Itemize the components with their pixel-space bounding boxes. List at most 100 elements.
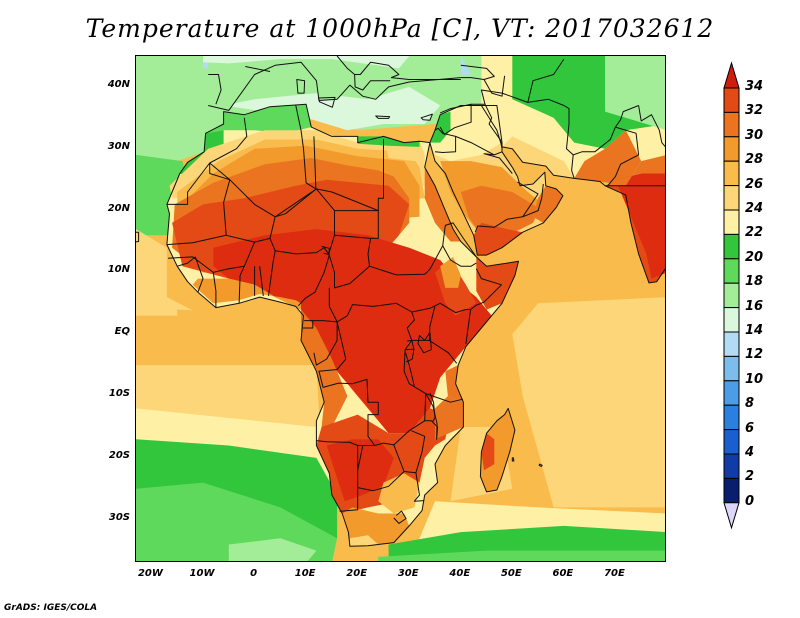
ocean-zone-gulf-of-guinea-warm [177,309,307,366]
lat-tick-label: 10S [108,388,130,400]
political-border-25 [405,348,415,363]
lat-tick-label: 20N [107,202,130,214]
political-border-38 [434,127,457,153]
lon-tick-label: 70E [604,568,625,579]
lon-tick-label: 10E [294,568,316,579]
temp-zone-yemen-32 [473,222,523,256]
colorbar-label: 26 [745,176,764,192]
colorbar-label: 10 [745,371,764,387]
temp-zone-oman-30 [533,185,563,223]
colorbar-segment [723,380,740,406]
madagascar-coastline [479,407,516,493]
ocean-zone-southern-cool-patch [228,538,317,561]
political-border-32 [413,472,425,502]
temp-zone-maghreb-coast [205,104,312,134]
political-border-37 [393,510,407,524]
lat-tick-label: 30S [108,511,130,523]
political-border-6 [177,256,196,267]
political-border-35 [316,440,358,446]
political-border-28 [428,305,436,341]
temp-zone-central-africa-34 [213,229,492,434]
temp-zone-east-africa-30 [445,365,464,403]
colorbar-segment [723,429,740,455]
temp-zone-west-central-coast-30 [301,309,348,427]
india-coastline [604,185,665,284]
political-border-16 [334,210,379,239]
political-border-3 [295,105,317,190]
colorbar-segment [723,111,740,138]
colorbar-segment [723,209,740,235]
temp-zone-gulf-guinea-coast-28 [192,278,301,310]
madagascar-land [480,408,515,492]
colorbar-segment [723,136,740,162]
lon-tick-label: 60E [552,568,574,579]
political-border-57 [245,66,271,72]
lon-tick-label: 50E [500,568,522,579]
political-border-46 [571,154,575,179]
political-border-29 [424,393,439,440]
temp-zone-iran-22 [481,99,575,162]
political-border-49 [661,142,665,148]
arabia-coastline [429,105,564,256]
political-border-53 [336,56,355,75]
cyprus-coastline [420,113,433,121]
political-border-50 [527,58,565,103]
colorbar-label: 28 [745,152,764,168]
colorbar-label: 14 [745,323,764,338]
political-border-0 [166,162,231,246]
ocean-zone-indian-ocean-east-24 [512,297,665,508]
political-border-42 [483,153,513,174]
political-border-51 [354,61,400,91]
political-border-31 [393,430,426,474]
political-border-7 [194,256,204,293]
lon-tick-label: 10W [189,568,215,579]
political-border-47 [607,126,640,187]
political-border-40 [455,135,503,156]
political-border-17 [328,254,370,289]
political-border-20 [470,268,502,310]
temp-zone-red-sea-coast-30 [424,167,461,242]
lon-tick-label: 20E [346,568,368,579]
lat-tick-label: 20S [108,449,130,461]
colorbar-under-arrow [723,502,740,530]
lon-tick-label: 40E [449,568,471,579]
colorbar-segment [723,477,740,504]
coastlines-and-borders [136,56,665,547]
colorbar-label: 16 [745,298,764,314]
sicily-coastline [318,96,336,108]
political-border-23 [312,320,338,366]
lon-tick-label: 0 [250,568,258,579]
colorbar-label: 32 [745,103,764,119]
colorbar-segment [723,331,740,357]
colorbar-segment [723,404,740,431]
colorbar-label: 24 [745,201,764,216]
colorbar-segment [723,185,740,211]
political-border-52 [391,77,461,80]
temp-zone-india-north-30 [605,155,665,186]
political-border-8 [212,272,217,308]
colorbar-label: 4 [745,445,755,460]
temp-zone-ethiopia-cool [440,256,461,288]
political-border-9 [238,265,245,304]
colorbar-label: 2 [745,469,755,485]
europe-coastline [208,61,461,111]
colorbar-label: 18 [745,274,764,290]
political-border-55 [483,75,506,97]
colorbar-label: 30 [745,127,764,143]
temp-zone-madagascar-west-32 [481,433,495,471]
colorbar-segment [723,355,740,382]
temp-zone-mozambique-coast-30 [435,396,464,440]
colorbar-segment [723,233,740,260]
colorbar-segment [723,87,740,113]
political-border-1 [209,117,248,164]
chart-title: Temperature at 1000hPa [C], VT: 20170326… [85,14,715,43]
temp-zone-namibia-34 [326,439,394,502]
political-border-21 [465,309,472,345]
lat-tick-label: 40N [107,78,130,90]
ocean-zone-atlantic-cool-band [136,229,203,316]
political-border-13 [275,247,330,307]
political-border-44 [474,216,523,233]
lat-tick-label: 30N [107,140,130,152]
political-border-22 [303,320,314,329]
political-border-45 [480,89,639,156]
